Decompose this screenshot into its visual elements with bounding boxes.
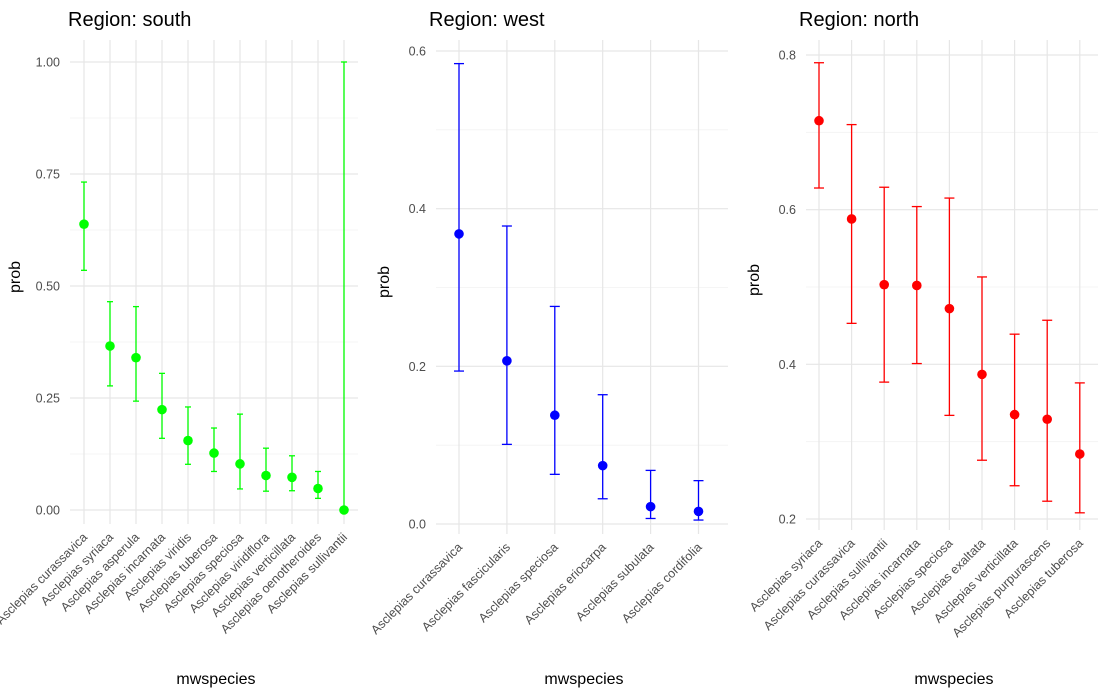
data-point	[1009, 409, 1020, 420]
panel-title: Region: north	[799, 9, 919, 31]
data-point	[287, 472, 297, 483]
data-point	[846, 214, 857, 224]
data-point	[131, 352, 141, 363]
data-point	[235, 459, 245, 469]
y-tick-label: 0.2	[779, 513, 796, 527]
y-axis-title: prob	[746, 264, 763, 296]
x-axis-title: mwspecies	[176, 671, 255, 688]
data-point	[550, 410, 560, 421]
data-point	[454, 229, 464, 239]
x-tick-label: Asclepias curassavica	[368, 540, 465, 637]
error-bar	[263, 447, 269, 492]
error-bar	[846, 123, 857, 324]
x-tick-label: Asclepias fascicularis	[419, 540, 513, 634]
panel-title: Region: south	[68, 9, 191, 31]
y-tick-label: 0.75	[36, 168, 60, 182]
y-tick-label: 0.8	[779, 49, 796, 63]
y-tick-label: 0.4	[779, 358, 796, 372]
y-axis-title: prob	[7, 261, 24, 293]
x-axis-title: mwspecies	[544, 671, 623, 688]
data-point	[339, 505, 349, 515]
data-point	[944, 303, 955, 314]
data-point	[502, 356, 512, 366]
y-tick-label: 0.25	[36, 392, 60, 406]
panel-title: Region: west	[429, 9, 545, 31]
data-point	[105, 341, 115, 351]
data-point	[912, 280, 922, 291]
data-point	[79, 219, 89, 229]
data-point	[157, 404, 167, 415]
y-axis-title: prob	[376, 266, 393, 298]
y-tick-label: 0.2	[409, 360, 426, 374]
y-tick-label: 0.4	[409, 202, 426, 216]
data-point	[1042, 414, 1052, 425]
x-tick-label: Asclepias cordifolia	[619, 540, 705, 626]
data-point	[209, 448, 219, 458]
x-tick-label: Asclepias speciosa	[476, 540, 561, 625]
error-bar	[597, 394, 608, 500]
x-axis-title: mwspecies	[914, 671, 993, 688]
data-point	[1075, 449, 1085, 459]
data-point	[879, 279, 889, 290]
error-bar	[549, 305, 560, 475]
y-tick-label: 1.00	[36, 56, 60, 70]
error-bar	[1042, 319, 1053, 502]
error-bar	[977, 276, 987, 461]
data-point	[645, 501, 656, 512]
y-tick-label: 0.50	[36, 280, 60, 294]
data-point	[693, 506, 704, 517]
data-point	[313, 483, 323, 494]
y-tick-label: 0.6	[409, 45, 426, 59]
error-bar	[454, 62, 464, 372]
error-bar	[185, 406, 191, 465]
data-point	[261, 470, 271, 481]
data-point	[977, 369, 987, 380]
y-tick-label: 0.0	[409, 518, 426, 532]
error-bar	[1074, 382, 1085, 514]
x-tick-label: Asclepias eriocarpa	[522, 540, 609, 627]
data-point	[814, 115, 824, 126]
y-tick-label: 0.6	[779, 203, 796, 217]
data-point	[597, 460, 608, 471]
y-tick-label: 0.00	[36, 504, 60, 518]
error-bar	[237, 413, 243, 490]
data-point	[183, 435, 193, 446]
error-bar	[501, 225, 512, 446]
